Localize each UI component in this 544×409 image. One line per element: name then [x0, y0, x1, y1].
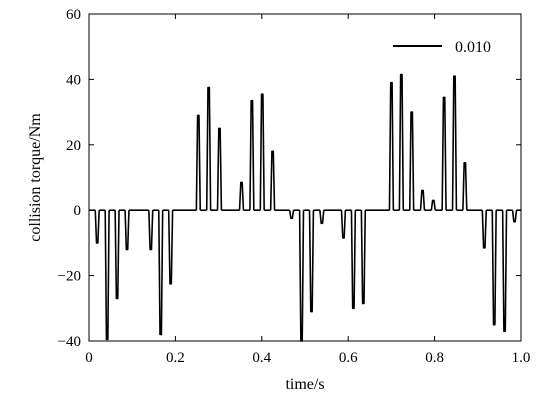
torque-pulse-13: [269, 150, 276, 211]
torque-pulse-12: [259, 93, 265, 211]
torque-pulse-17: [319, 210, 325, 225]
plot-frame: [88, 13, 522, 342]
torque-pulse-0: [94, 210, 100, 244]
y-tick-label: −40: [58, 334, 81, 350]
axis-ticks: [88, 13, 522, 342]
torque-pulse-25: [430, 199, 437, 211]
torque-pulse-30: [491, 210, 497, 326]
torque-pulse-2: [114, 210, 120, 300]
torque-pulse-21: [388, 81, 395, 211]
x-tick-label: 0.6: [339, 350, 358, 366]
torque-pulse-14: [288, 210, 295, 220]
torque-pulse-8: [205, 86, 212, 211]
torque-pulse-31: [501, 210, 508, 332]
y-tick-label: 20: [66, 138, 81, 154]
torque-pulse-4: [148, 210, 154, 251]
torque-pulse-29: [481, 210, 488, 249]
torque-pulse-23: [408, 111, 415, 211]
torque-pulse-5: [157, 210, 164, 336]
series-line-0.010: [89, 73, 521, 342]
torque-pulse-9: [216, 127, 223, 211]
torque-pulse-10: [238, 181, 245, 211]
torque-pulse-26: [441, 96, 447, 211]
torque-pulse-18: [340, 210, 347, 239]
torque-pulse-6: [167, 210, 174, 285]
torque-pulse-15: [298, 210, 305, 342]
torque-pulse-11: [249, 99, 255, 211]
y-tick-label: −20: [58, 269, 81, 285]
legend: 0.010: [393, 39, 491, 56]
y-axis-label: collision torque/Nm: [27, 113, 44, 242]
torque-pulse-27: [451, 75, 458, 211]
x-tick-label: 1.0: [512, 350, 531, 366]
x-tick-label: 0.2: [166, 350, 185, 366]
torque-pulse-16: [308, 210, 315, 313]
axis-tick-labels: 0 0.2 0.4 0.6 0.8 1.0 −40 −20 0 20 40 60: [58, 7, 531, 366]
torque-pulse-32: [511, 210, 518, 223]
x-axis-label: time/s: [285, 376, 324, 393]
torque-pulse-1: [104, 210, 110, 341]
y-tick-label: 60: [66, 7, 81, 23]
torque-pulse-28: [462, 161, 468, 211]
torque-pulse-3: [124, 210, 130, 251]
legend-label: 0.010: [455, 39, 491, 56]
y-tick-label: 40: [66, 72, 81, 88]
torque-pulse-20: [360, 210, 367, 305]
x-tick-label: 0: [85, 350, 93, 366]
torque-pulse-22: [398, 73, 405, 211]
torque-pulse-7: [195, 114, 202, 211]
torque-pulse-19: [350, 210, 357, 310]
torque-pulse-24: [419, 189, 426, 211]
x-tick-label: 0.8: [425, 350, 444, 366]
x-tick-label: 0.4: [252, 350, 271, 366]
y-tick-label: 0: [74, 203, 82, 219]
